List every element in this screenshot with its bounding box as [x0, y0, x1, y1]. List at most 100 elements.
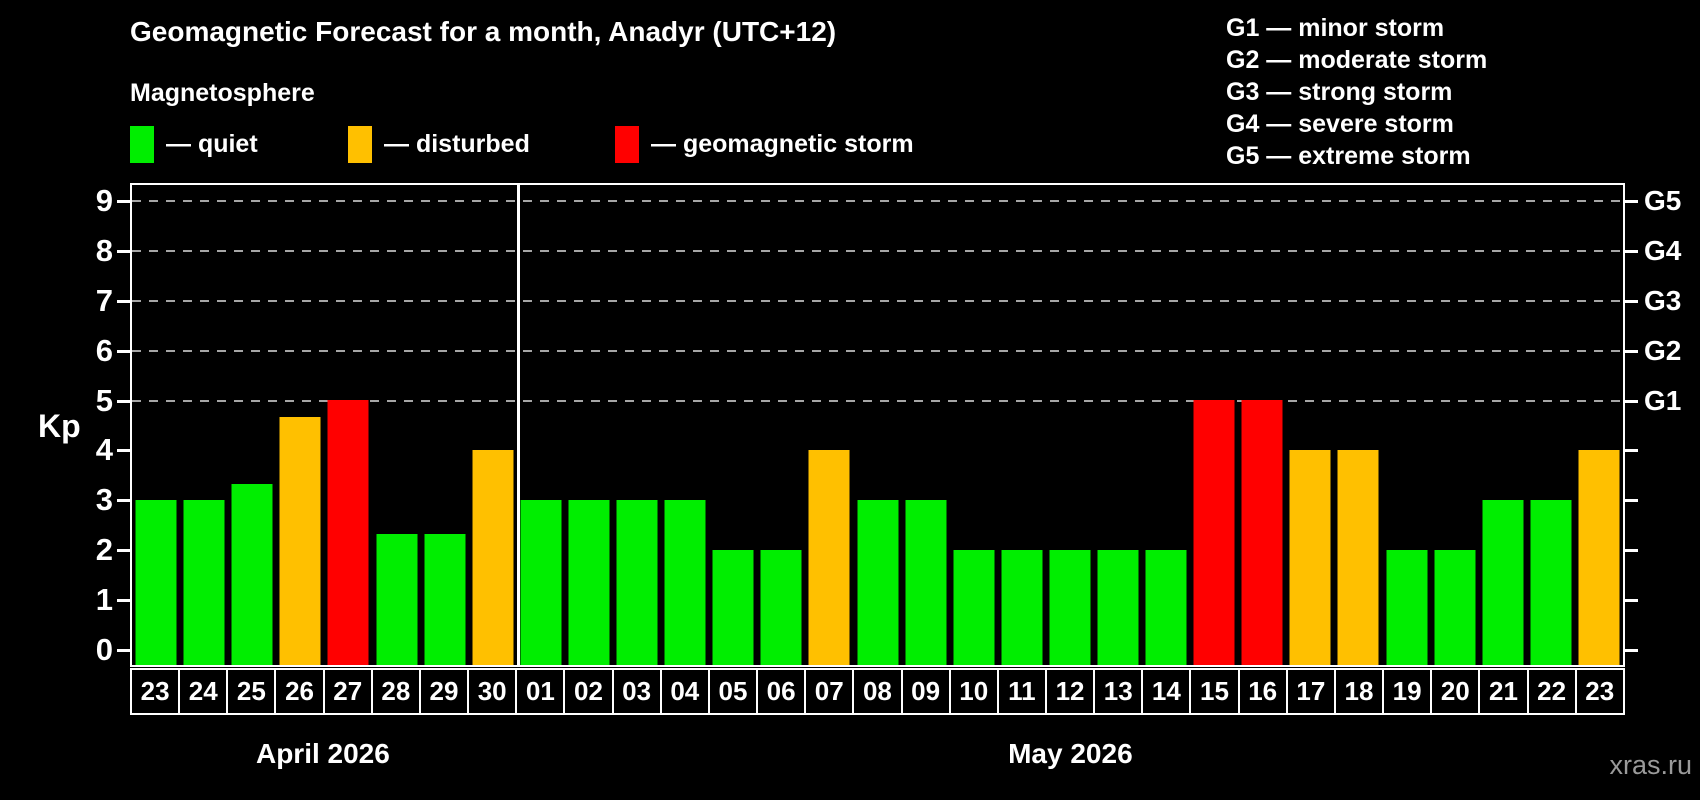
- right-axis-tick: [1625, 399, 1638, 403]
- right-axis-label-g5: G5: [1644, 184, 1682, 216]
- plot-area: [130, 183, 1625, 667]
- storm-scale-legend: G1 — minor storm G2 — moderate storm G3 — …: [1226, 12, 1487, 172]
- kp-bar: [1386, 550, 1428, 665]
- kp-bar: [1530, 500, 1572, 665]
- right-axis-label-g2: G2: [1644, 334, 1682, 366]
- y-axis-tick: [117, 649, 130, 652]
- month-label-april: April 2026: [255, 738, 390, 769]
- kp-bar: [1193, 400, 1235, 665]
- day-cell: 07: [804, 668, 855, 715]
- kp-bar: [760, 550, 802, 665]
- kp-bar: [1337, 450, 1379, 665]
- gridline-kp7: [132, 299, 1623, 302]
- kp-bar: [568, 500, 610, 665]
- right-axis-tick: [1625, 599, 1638, 603]
- kp-bar: [520, 500, 562, 665]
- day-cell: 02: [563, 668, 614, 715]
- legend-swatch-storm-icon: [615, 125, 639, 163]
- y-axis-tick: [117, 199, 130, 203]
- storm-scale-line-g5: G5 — extreme storm: [1226, 142, 1471, 170]
- kp-bar: [231, 484, 273, 665]
- kp-bar: [376, 534, 418, 665]
- day-cell: 23: [130, 668, 181, 715]
- storm-scale-line-g2: G2 — moderate storm: [1226, 46, 1488, 74]
- day-cell: 25: [226, 668, 277, 715]
- kp-bar: [424, 534, 466, 665]
- y-axis-label-9: 9: [95, 182, 113, 218]
- day-cell: 18: [1333, 668, 1385, 715]
- kp-bar: [183, 500, 225, 665]
- kp-bar: [953, 550, 995, 665]
- y-axis-tick: [117, 399, 130, 403]
- day-cell: 17: [1285, 668, 1336, 715]
- kp-bar: [1145, 550, 1187, 665]
- kp-bar: [712, 550, 754, 665]
- month-label-may: May 2026: [1008, 738, 1133, 769]
- day-cell: 29: [418, 668, 470, 715]
- y-axis-label-0: 0: [95, 632, 113, 667]
- day-cell: 19: [1382, 668, 1433, 715]
- chart-title: Geomagnetic Forecast for a month, Anadyr…: [130, 16, 837, 47]
- kp-bar: [1289, 450, 1331, 665]
- day-cell: 22: [1526, 668, 1577, 715]
- right-axis-tick: [1625, 549, 1638, 553]
- storm-scale-line-g4: G4 — severe storm: [1226, 110, 1454, 138]
- day-cell: 05: [707, 668, 759, 715]
- right-axis-tick: [1625, 299, 1638, 303]
- day-cell: 09: [900, 668, 951, 715]
- legend-label: — geomagnetic storm: [651, 129, 914, 158]
- gridline-kp9: [132, 199, 1623, 202]
- day-cell: 24: [178, 668, 229, 715]
- y-axis-tick: [117, 299, 130, 303]
- right-axis-tick: [1625, 649, 1638, 652]
- y-axis-label-4: 4: [95, 432, 113, 468]
- y-axis-tick: [117, 549, 130, 553]
- kp-bar: [135, 500, 177, 665]
- legend-label: — quiet: [166, 129, 258, 158]
- day-cell: 08: [852, 668, 903, 715]
- day-cell: 01: [515, 668, 566, 715]
- magnetosphere-label: Magnetosphere: [130, 79, 315, 107]
- day-cell: 13: [1093, 668, 1144, 715]
- kp-bar: [1578, 450, 1620, 665]
- kp-bar: [1482, 500, 1524, 665]
- kp-bar: [1049, 550, 1091, 665]
- day-cell: 11: [996, 668, 1047, 715]
- day-cell: 27: [322, 668, 373, 715]
- storm-scale-line-g3: G3 — strong storm: [1226, 78, 1453, 106]
- kp-bar: [857, 500, 898, 665]
- y-axis-tick: [117, 599, 130, 603]
- y-axis-label-7: 7: [95, 282, 113, 318]
- kp-bar: [1001, 550, 1043, 665]
- legend-item-storm: — geomagnetic storm: [615, 122, 914, 166]
- y-axis-label-8: 8: [95, 232, 113, 268]
- right-axis-tick: [1625, 349, 1638, 353]
- kp-bar: [1434, 550, 1476, 665]
- right-axis-tick: [1625, 449, 1638, 453]
- kp-bar: [905, 500, 947, 665]
- legend-item-disturbed: — disturbed: [348, 122, 530, 166]
- day-cell: 12: [1044, 668, 1096, 715]
- kp-bar: [616, 500, 658, 665]
- y-axis-tick: [117, 249, 130, 253]
- y-axis-tick: [117, 449, 130, 453]
- legend-swatch-quiet-icon: [130, 125, 154, 163]
- right-axis-tick: [1625, 199, 1638, 203]
- day-cell: 26: [274, 668, 325, 715]
- day-axis: 23 24 25 26 27 28 29 30 01 02 03 04 05 06 07 08 09 10 11 12…: [130, 668, 1625, 715]
- day-cell: 30: [467, 668, 518, 715]
- day-cell: 10: [948, 668, 999, 715]
- right-axis-tick: [1625, 249, 1638, 253]
- day-cell: 04: [659, 668, 710, 715]
- y-axis-label-3: 3: [95, 482, 113, 518]
- y-axis-label-1: 1: [95, 582, 113, 618]
- day-cell: 20: [1430, 668, 1481, 715]
- right-axis-tick: [1625, 499, 1638, 503]
- kp-bar: [808, 450, 850, 665]
- right-axis-label-g3: G3: [1644, 284, 1682, 316]
- kp-bar: [327, 400, 369, 665]
- y-axis-tick: [117, 499, 130, 503]
- kp-axis-title: Kp: [38, 408, 81, 444]
- legend-item-quiet: — quiet: [130, 122, 258, 166]
